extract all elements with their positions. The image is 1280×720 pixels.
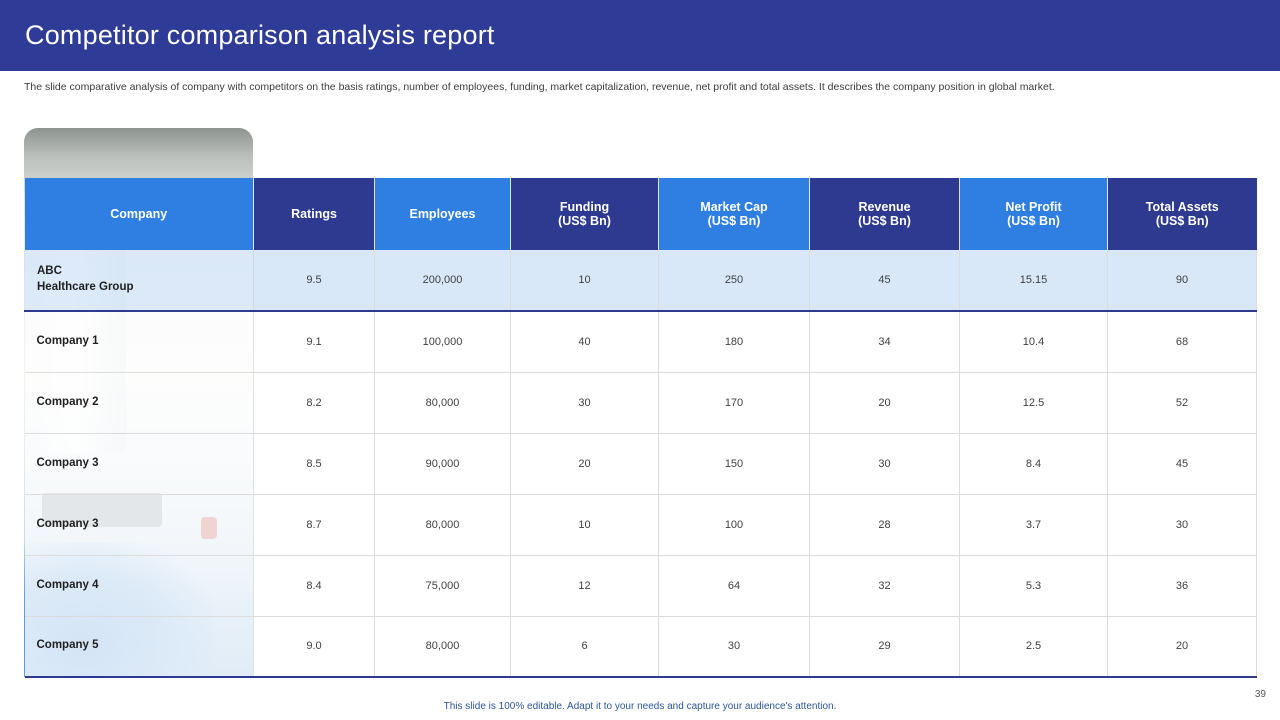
value-cell: 68 [1107, 311, 1257, 373]
comparison-table-wrapper: Company Ratings Employees Funding (US$ Bn) M… [24, 178, 1257, 678]
value-cell: 80,000 [374, 494, 511, 556]
company-name-cell: Company 3 [24, 433, 254, 495]
value-cell: 12.5 [959, 372, 1108, 434]
company-name-cell: Company 2 [24, 372, 254, 434]
company-name-cell: Company 3 [24, 494, 254, 556]
column-header: Revenue (US$ Bn) [809, 178, 960, 250]
value-cell: 36 [1107, 555, 1257, 617]
value-cell: 45 [1107, 433, 1257, 495]
value-cell: 250 [658, 250, 810, 312]
page-title: Competitor comparison analysis report [25, 20, 495, 50]
value-cell: 9.5 [253, 250, 375, 312]
value-cell: 8.4 [959, 433, 1108, 495]
table-row: Company 1 9.1 100,000 40 180 34 10.4 68 [24, 311, 1257, 373]
title-banner: Competitor comparison analysis report [0, 0, 1280, 71]
page-number: 39 [1254, 689, 1266, 700]
value-cell: 9.0 [253, 616, 375, 678]
value-cell: 28 [809, 494, 960, 556]
table-header-row: Company Ratings Employees Funding (US$ Bn) M… [24, 178, 1257, 250]
value-cell: 3.7 [959, 494, 1108, 556]
comparison-table: Company Ratings Employees Funding (US$ Bn) M… [24, 178, 1257, 678]
value-cell: 34 [809, 311, 960, 373]
value-cell: 8.5 [253, 433, 375, 495]
value-cell: 75,000 [374, 555, 511, 617]
column-header: Market Cap (US$ Bn) [658, 178, 810, 250]
value-cell: 80,000 [374, 616, 511, 678]
value-cell: 80,000 [374, 372, 511, 434]
value-cell: 20 [510, 433, 659, 495]
table-row: Company 3 8.7 80,000 10 100 28 3.7 30 [24, 494, 1257, 556]
company-name-cell: ABC Healthcare Group [24, 250, 254, 312]
value-cell: 45 [809, 250, 960, 312]
value-cell: 180 [658, 311, 810, 373]
value-cell: 29 [809, 616, 960, 678]
value-cell: 200,000 [374, 250, 511, 312]
value-cell: 30 [809, 433, 960, 495]
value-cell: 150 [658, 433, 810, 495]
value-cell: 20 [1107, 616, 1257, 678]
value-cell: 15.15 [959, 250, 1108, 312]
value-cell: 8.2 [253, 372, 375, 434]
table-row: Company 3 8.5 90,000 20 150 30 8.4 45 [24, 433, 1257, 495]
value-cell: 100 [658, 494, 810, 556]
company-name-cell: Company 4 [24, 555, 254, 617]
value-cell: 8.7 [253, 494, 375, 556]
value-cell: 90,000 [374, 433, 511, 495]
table-row: Company 2 8.2 80,000 30 170 20 12.5 52 [24, 372, 1257, 434]
value-cell: 32 [809, 555, 960, 617]
column-header: Ratings [253, 178, 375, 250]
footer-note: This slide is 100% editable. Adapt it to… [443, 701, 837, 712]
value-cell: 8.4 [253, 555, 375, 617]
table-row: Company 5 9.0 80,000 6 30 29 2.5 20 [24, 616, 1257, 678]
table-row: ABC Healthcare Group 9.5 200,000 10 250 45 15.… [24, 250, 1257, 312]
value-cell: 12 [510, 555, 659, 617]
value-cell: 64 [658, 555, 810, 617]
value-cell: 30 [510, 372, 659, 434]
value-cell: 9.1 [253, 311, 375, 373]
value-cell: 30 [658, 616, 810, 678]
column-header: Company [24, 178, 254, 250]
value-cell: 170 [658, 372, 810, 434]
value-cell: 10.4 [959, 311, 1108, 373]
value-cell: 100,000 [374, 311, 511, 373]
company-name-cell: Company 5 [24, 616, 254, 678]
column-header: Employees [374, 178, 511, 250]
value-cell: 10 [510, 494, 659, 556]
value-cell: 40 [510, 311, 659, 373]
table-row: Company 4 8.4 75,000 12 64 32 5.3 36 [24, 555, 1257, 617]
column-header: Net Profit (US$ Bn) [959, 178, 1108, 250]
value-cell: 52 [1107, 372, 1257, 434]
value-cell: 30 [1107, 494, 1257, 556]
column-header: Funding (US$ Bn) [510, 178, 659, 250]
company-name-cell: Company 1 [24, 311, 254, 373]
value-cell: 20 [809, 372, 960, 434]
value-cell: 5.3 [959, 555, 1108, 617]
value-cell: 6 [510, 616, 659, 678]
slide-subtitle: The slide comparative analysis of compan… [24, 81, 1055, 93]
column-header: Total Assets (US$ Bn) [1107, 178, 1257, 250]
value-cell: 90 [1107, 250, 1257, 312]
value-cell: 2.5 [959, 616, 1108, 678]
value-cell: 10 [510, 250, 659, 312]
